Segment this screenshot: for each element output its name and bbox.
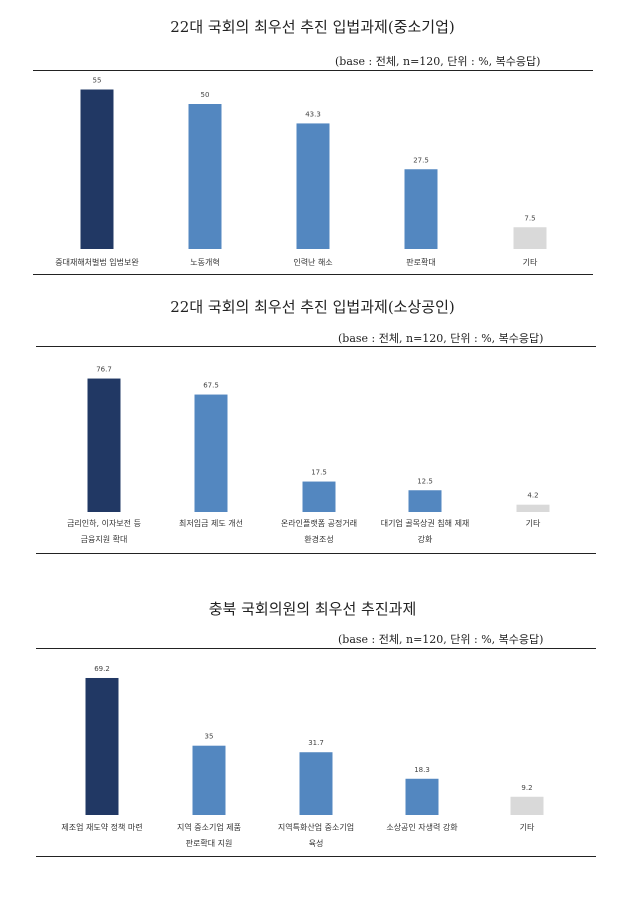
bar <box>296 123 330 249</box>
bottom-rule <box>33 274 593 275</box>
data-label: 7.5 <box>524 214 535 222</box>
top-rule <box>36 346 596 347</box>
category-label: 판로확대 지원 <box>186 838 233 848</box>
category-label: 환경조성 <box>304 534 333 544</box>
category-label: 기타 <box>523 258 538 267</box>
category-label: 온라인플랫폼 공정거래 <box>281 518 357 528</box>
chart-title: 22대 국회의 최우선 추진 입법과제(소상공인) <box>170 298 455 316</box>
category-label: 지역특화산업 중소기업 <box>278 822 354 832</box>
data-label: 12.5 <box>417 477 433 485</box>
bar <box>405 778 439 815</box>
data-label: 43.3 <box>305 110 321 118</box>
data-label: 4.2 <box>527 492 538 500</box>
category-label: 기타 <box>526 519 541 528</box>
bar <box>408 490 442 512</box>
category-label: 제조업 재도약 정책 마련 <box>61 822 142 832</box>
chart-note: (base : 전체, n=120, 단위 : %, 복수응답) <box>338 332 544 345</box>
top-rule <box>36 648 596 649</box>
category-label: 강화 <box>418 534 433 544</box>
data-label: 17.5 <box>311 469 327 477</box>
chart-note: (base : 전체, n=120, 단위 : %, 복수응답) <box>335 55 541 68</box>
bar-chart-sme: 55 중대재해처벌법 입법보완 50 노동개혁 43.3 인력난 해소 27.5 판로확대 7.… <box>55 77 547 267</box>
data-label: 9.2 <box>521 784 532 792</box>
bar <box>302 481 336 512</box>
chart-note: (base : 전체, n=120, 단위 : %, 복수응답) <box>338 633 544 646</box>
top-rule <box>33 70 593 71</box>
data-label: 76.7 <box>96 366 112 374</box>
data-label: 18.3 <box>414 766 430 774</box>
category-label: 육성 <box>309 839 324 848</box>
bar <box>188 104 222 249</box>
bar <box>513 227 547 249</box>
bar <box>87 378 121 512</box>
data-label: 69.2 <box>94 665 110 673</box>
bar <box>510 796 544 815</box>
category-label: 대기업 골목상권 침해 제재 <box>381 518 470 528</box>
data-label: 50 <box>201 91 210 99</box>
category-label: 소상공인 자생력 강화 <box>386 822 458 832</box>
bottom-rule <box>36 553 596 554</box>
chart-title: 22대 국회의 최우선 추진 입법과제(중소기업) <box>170 18 455 36</box>
data-label: 35 <box>205 733 214 741</box>
category-label: 금리인하, 이자보전 등 <box>67 518 141 528</box>
bar <box>192 745 226 815</box>
bar <box>404 169 438 249</box>
bar <box>194 394 228 512</box>
category-label: 노동개혁 <box>190 257 219 267</box>
bar <box>299 752 333 815</box>
bottom-rule <box>36 856 596 857</box>
data-label: 55 <box>93 77 102 85</box>
chart-title: 충북 국회의원의 최우선 추진과제 <box>208 600 417 618</box>
category-label: 금융지원 확대 <box>81 534 128 544</box>
category-label: 중대재해처벌법 입법보완 <box>55 257 139 267</box>
bar <box>516 504 550 512</box>
category-label: 인력난 해소 <box>293 257 332 267</box>
category-label: 최저임금 제도 개선 <box>179 518 243 528</box>
category-label: 판로확대 <box>406 257 435 267</box>
data-label: 67.5 <box>203 382 219 390</box>
bar <box>80 89 114 249</box>
data-label: 31.7 <box>308 739 324 747</box>
category-label: 지역 중소기업 제품 <box>177 822 241 832</box>
category-label: 기타 <box>520 823 535 832</box>
data-label: 27.5 <box>413 156 429 164</box>
bar <box>85 677 119 815</box>
